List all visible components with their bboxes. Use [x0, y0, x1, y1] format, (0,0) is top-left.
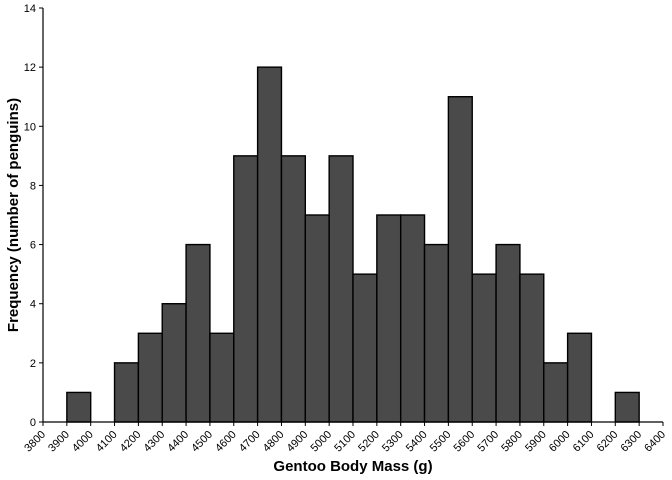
histogram-bar [280, 155, 307, 423]
histogram-bar [66, 391, 92, 423]
x-tick-label: 4200 [118, 429, 144, 455]
x-tick-label: 5500 [428, 429, 454, 455]
x-tick-label: 5200 [356, 429, 382, 455]
y-axis-title: Frequency (number of penguins) [5, 98, 22, 332]
histogram-bar [328, 155, 354, 423]
x-tick-label: 3900 [46, 429, 72, 455]
histogram-bar [161, 303, 187, 423]
x-tick-label: 5300 [380, 429, 406, 455]
x-ticks-group: 3800390040004100420043004400450046004700… [22, 422, 668, 454]
y-tick-label: 2 [30, 358, 36, 370]
y-tick-label: 0 [30, 417, 36, 429]
histogram-bar [614, 391, 640, 423]
x-tick-label: 4900 [285, 429, 311, 455]
histogram-bar [376, 214, 402, 423]
x-tick-label: 5600 [452, 429, 478, 455]
x-tick-label: 6300 [618, 429, 644, 455]
x-tick-label: 6200 [595, 429, 621, 455]
x-tick-label: 4300 [142, 429, 168, 455]
histogram-bar [113, 362, 140, 423]
x-tick-label: 4800 [261, 429, 287, 455]
histogram-bar [137, 332, 163, 423]
histogram-bar [447, 96, 473, 423]
y-tick-label: 6 [30, 240, 36, 252]
histogram-bar [399, 214, 426, 423]
histogram-bar [423, 243, 450, 423]
x-tick-label: 5400 [404, 429, 430, 455]
histogram-bar [352, 273, 378, 423]
histogram-bar [185, 243, 211, 423]
x-tick-label: 4400 [165, 429, 191, 455]
histogram-bar [256, 66, 283, 423]
y-tick-label: 4 [30, 299, 36, 311]
x-tick-label: 3800 [22, 429, 48, 455]
histogram-bar [209, 332, 235, 423]
y-ticks-group: 0 2 4 6 8 10 12 14 [24, 3, 43, 429]
x-tick-label: 5800 [499, 429, 525, 455]
x-tick-label: 4700 [237, 429, 263, 455]
histogram-bar [543, 362, 569, 423]
x-tick-label: 6100 [571, 429, 597, 455]
histogram-bar [495, 243, 521, 423]
x-tick-label: 6400 [642, 429, 668, 455]
y-tick-label: 10 [24, 121, 36, 133]
y-tick-label: 14 [24, 3, 36, 15]
x-tick-label: 5900 [523, 429, 549, 455]
histogram-bar [471, 273, 497, 423]
histogram-bar [566, 332, 593, 423]
x-axis-title: Gentoo Body Mass (g) [273, 458, 432, 475]
x-tick-label: 4100 [94, 429, 120, 455]
y-tick-label: 12 [24, 62, 36, 74]
histogram-bar [519, 273, 545, 423]
histogram-bar [304, 214, 330, 423]
bars-group [66, 66, 640, 423]
x-tick-label: 5000 [308, 429, 334, 455]
x-tick-label: 5700 [475, 429, 501, 455]
x-tick-label: 4500 [189, 429, 215, 455]
y-tick-label: 8 [30, 180, 36, 192]
x-tick-label: 4600 [213, 429, 239, 455]
x-tick-label: 4000 [70, 429, 96, 455]
histogram-bar [233, 155, 259, 423]
x-tick-label: 5100 [332, 429, 358, 455]
x-tick-label: 6000 [547, 429, 573, 455]
